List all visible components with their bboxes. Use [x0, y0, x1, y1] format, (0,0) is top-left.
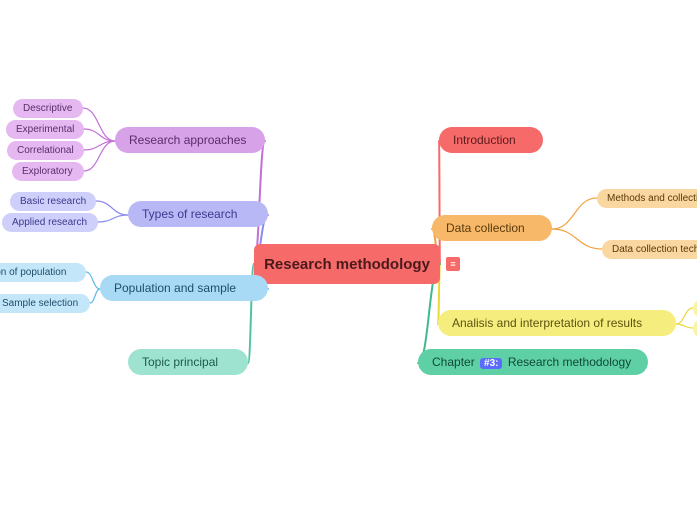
node-sample-selection[interactable]: Sample selection	[0, 294, 90, 313]
node-exploratory[interactable]: Exploratory	[12, 162, 84, 181]
node-q1[interactable]: Q	[693, 299, 697, 318]
node-topic-principal[interactable]: Topic principal	[128, 349, 248, 375]
node-correlational[interactable]: Correlational	[7, 141, 84, 160]
node-experimental[interactable]: Experimental	[6, 120, 84, 139]
node-descriptive[interactable]: Descriptive	[13, 99, 83, 118]
node-analysis-interpretation[interactable]: Analisis and interpretation of results	[438, 310, 676, 336]
node-basic-research[interactable]: Basic research	[10, 192, 96, 211]
note-icon[interactable]: ≡	[446, 257, 460, 271]
mindmap-canvas: { "center": { "label": "Research methodo…	[0, 0, 697, 520]
node-chapter-3[interactable]: Chapter #3: Research methodology	[418, 349, 648, 375]
node-q2[interactable]: Q	[693, 319, 697, 338]
node-types-of-research[interactable]: Types of research	[128, 201, 268, 227]
center-node[interactable]: Research methodology	[254, 244, 440, 284]
node-research-approaches[interactable]: Research approaches	[115, 127, 265, 153]
node-applied-research[interactable]: Applied research	[2, 213, 98, 232]
node-population-and-sample[interactable]: Population and sample	[100, 275, 268, 301]
node-introduction[interactable]: Introduction	[439, 127, 543, 153]
node-data-collection[interactable]: Data collection	[432, 215, 552, 241]
node-data-collection-techniques[interactable]: Data collection techniques	[602, 240, 697, 259]
node-definition-of-population[interactable]: ition of population	[0, 263, 86, 282]
node-methods-collection[interactable]: Methods and collection of res	[597, 189, 697, 208]
